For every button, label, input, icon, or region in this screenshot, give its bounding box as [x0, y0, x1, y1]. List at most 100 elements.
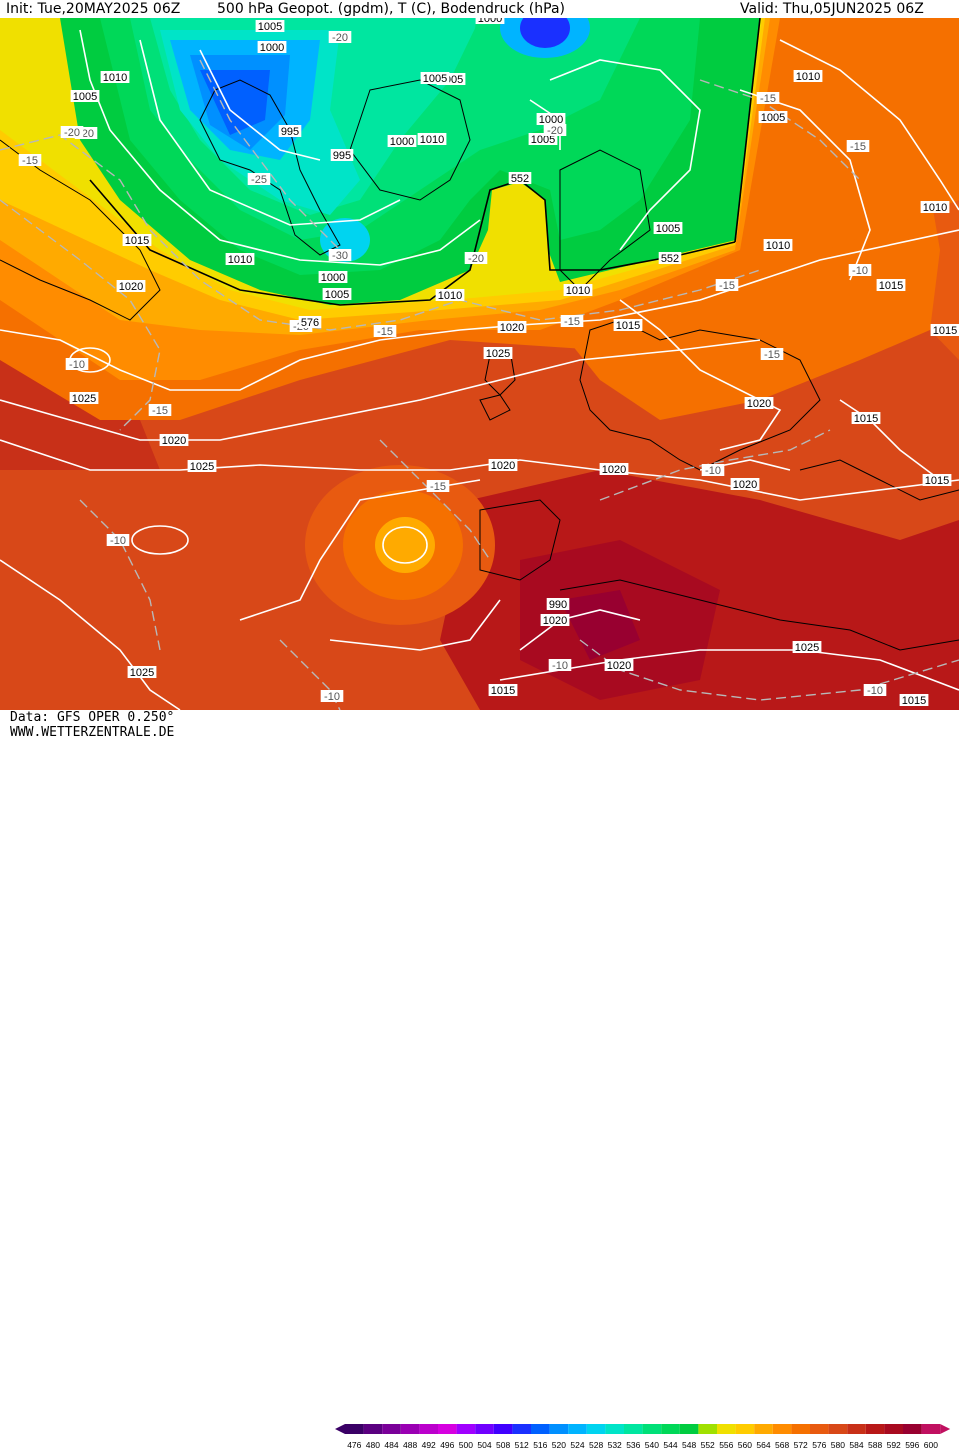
isotherm-label-box	[373, 325, 397, 337]
isobar-label: 1000	[260, 42, 284, 54]
isobar-label-box	[604, 659, 634, 671]
isobar-label-box	[563, 284, 593, 296]
legend-tick-label: 568	[775, 1440, 789, 1450]
isotherm-label-box	[18, 154, 42, 166]
isobar-label: 995	[281, 126, 299, 138]
legend-tick-label: 596	[905, 1440, 919, 1450]
isobar-label: 995	[333, 150, 351, 162]
isobar-label: 1015	[925, 475, 949, 487]
legend-tick-label: 504	[477, 1440, 491, 1450]
isobar-label-box	[420, 72, 450, 84]
isobar-label-box	[322, 288, 352, 300]
isobar-label: 1010	[923, 202, 947, 214]
legend-tick-label: 532	[608, 1440, 622, 1450]
isobar-label-box	[744, 397, 774, 409]
isobar-label-box	[387, 135, 417, 147]
legend-tick-label: 560	[738, 1440, 752, 1450]
legend-tick-label: 572	[794, 1440, 808, 1450]
isotherm-label-box	[760, 348, 784, 360]
legend-swatch	[828, 1424, 848, 1434]
header-bar: Init: Tue,20MAY2025 06Z 500 hPa Geopot. …	[0, 0, 959, 18]
isobar-label: 1005	[531, 134, 555, 146]
isobar-label: 1020	[162, 435, 186, 447]
isotherm-label: -10	[705, 465, 721, 477]
isobar-label: 1025	[190, 461, 214, 473]
isobar-label-box	[330, 149, 354, 161]
isotherm-label-box	[247, 173, 271, 185]
legend-tick-label: 588	[868, 1440, 882, 1450]
init-time: Init: Tue,20MAY2025 06Z	[6, 1, 181, 17]
legend-swatch	[605, 1424, 624, 1434]
legend-tick-label: 536	[626, 1440, 640, 1450]
isobar-label-box	[70, 90, 100, 102]
isobar-label-box	[930, 324, 959, 336]
isotherm-label-box	[320, 690, 344, 702]
legend-swatch	[847, 1424, 866, 1434]
isotherm-label: -25	[251, 174, 267, 186]
legend-swatch	[549, 1424, 569, 1434]
isobar-label-box	[540, 614, 570, 626]
isotherm-label: -10	[69, 359, 85, 371]
legend-swatch	[865, 1424, 885, 1434]
legend-tick-label: 508	[496, 1440, 510, 1450]
legend-swatch	[754, 1424, 773, 1434]
legend-swatch	[363, 1424, 383, 1434]
isobar-label-box	[127, 666, 157, 678]
legend-swatch	[624, 1424, 643, 1434]
isobar-label-box	[792, 641, 822, 653]
isobar-label: 1010	[438, 290, 462, 302]
legend-swatch	[679, 1424, 699, 1434]
legend-tick-label: 516	[533, 1440, 547, 1450]
isobar-label-box	[653, 222, 683, 234]
isotherm-label: -15	[564, 316, 580, 328]
legend-tick-label: 592	[887, 1440, 901, 1450]
legend-swatch	[400, 1424, 420, 1434]
isobar-label: 1005	[423, 73, 447, 85]
legend-swatch	[382, 1424, 401, 1434]
legend-swatch	[791, 1424, 810, 1434]
website: WWW.WETTERZENTRALE.DE	[10, 725, 175, 740]
legend-tick-label: 496	[440, 1440, 454, 1450]
legend-tick-label: 488	[403, 1440, 417, 1450]
legend-tick-label: 528	[589, 1440, 603, 1450]
isobar-label-box	[546, 598, 570, 610]
isotherm-label-box	[715, 279, 739, 291]
isobar-label-box	[536, 113, 566, 125]
legend-swatch	[586, 1424, 606, 1434]
isobar-label-box	[599, 463, 629, 475]
isotherm-label: -15	[764, 349, 780, 361]
legend-swatch	[475, 1424, 494, 1434]
isobar-label: 1000	[321, 272, 345, 284]
isobar-label-box	[257, 41, 287, 53]
isobar-label-box	[278, 125, 302, 137]
geopotential-label-box	[658, 252, 682, 264]
legend-swatch	[884, 1424, 903, 1434]
isobar-label-box	[488, 684, 518, 696]
geopotential-label: 552	[661, 253, 679, 265]
isotherm-label-box	[863, 684, 887, 696]
isotherm-label-box	[65, 358, 89, 370]
isobar-label: 1020	[607, 660, 631, 672]
map-title: 500 hPa Geopot. (gpdm), T (C), Bodendruc…	[217, 1, 565, 17]
isobar-label: 1015	[616, 320, 640, 332]
legend-swatch	[419, 1424, 438, 1434]
isotherm-label: -15	[430, 481, 446, 493]
legend-swatch	[345, 1424, 364, 1434]
isotherm-label: -15	[22, 155, 38, 167]
isotherm-label-box	[60, 126, 84, 138]
isobar-label: 1005	[73, 91, 97, 103]
isobar-label: 1025	[72, 393, 96, 405]
isobar-label: 1010	[103, 72, 127, 84]
isotherm-label: -15	[760, 93, 776, 105]
isobar-label: 1010	[228, 254, 252, 266]
isobar-label: 1020	[602, 464, 626, 476]
isotherms	[0, 59, 959, 711]
isobar-label-box	[613, 319, 643, 331]
isobar-label-box	[122, 234, 152, 246]
isobar-label-box	[116, 280, 146, 292]
isobar-label-box	[225, 253, 255, 265]
isotherm-label: -20	[547, 125, 563, 137]
isobar-label-box	[922, 474, 952, 486]
isotherm-label-box	[846, 140, 870, 152]
geopotential-label-box	[298, 316, 322, 328]
